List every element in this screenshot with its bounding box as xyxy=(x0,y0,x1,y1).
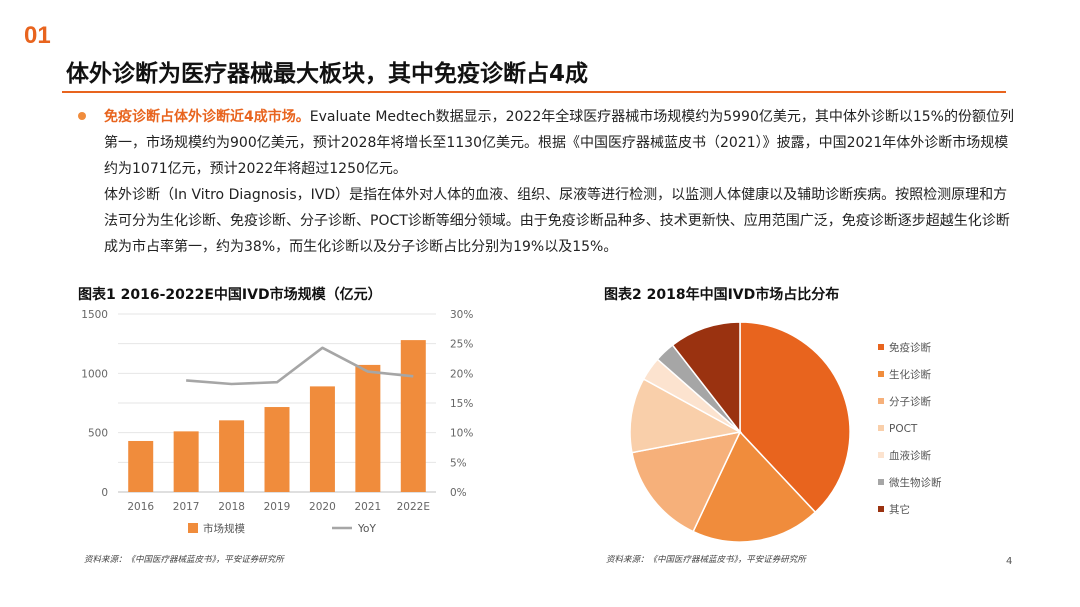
bar-2022E xyxy=(400,340,426,492)
legend-swatch-1 xyxy=(878,344,884,350)
legend-label-6: 微生物诊断 xyxy=(889,476,942,489)
bullet-icon xyxy=(78,112,86,120)
y-right-tick-label: 25% xyxy=(450,339,473,351)
y-right-tick-label: 30% xyxy=(450,309,473,321)
bar-2017 xyxy=(173,431,199,492)
bullet-highlight: 免疫诊断占体外诊断近4成市场。 xyxy=(104,109,310,125)
y-left-tick-label: 0 xyxy=(101,487,108,499)
bullet-paragraph: 免疫诊断占体外诊断近4成市场。Evaluate Medtech数据显示，2022… xyxy=(104,104,1014,182)
legend-swatch-5 xyxy=(878,452,884,458)
legend-swatch-6 xyxy=(878,479,884,485)
yoy-line xyxy=(186,346,414,386)
pie-slice-3 xyxy=(631,430,742,533)
y-right-tick-label: 20% xyxy=(450,368,473,380)
legend-label-3: 分子诊断 xyxy=(889,395,931,408)
ivd-market-size-chart: 0 500 1000 1500 0% 5% 10% 15% 20% 25% 30% 2016 2017 2… xyxy=(81,309,473,535)
legend-label-2: 生化诊断 xyxy=(889,368,931,381)
bar-2016 xyxy=(128,440,154,492)
chart1-source: 资料来源：《中国医疗器械蓝皮书》，平安证券研究所 xyxy=(84,555,284,565)
chart1-title: 图表1 2016-2022E中国IVD市场规模（亿元） xyxy=(78,287,382,303)
legend-swatch-3 xyxy=(878,398,884,404)
x-tick-label: 2017 xyxy=(173,501,200,513)
bar-2021 xyxy=(355,364,381,492)
definition-paragraph: 体外诊断（In Vitro Diagnosis，IVD）是指在体外对人体的血液、… xyxy=(104,187,1010,255)
legend-label-5: 血液诊断 xyxy=(889,449,931,462)
section-number: 01 xyxy=(24,22,51,49)
title-divider xyxy=(62,91,1006,93)
legend-label-market-size: 市场规模 xyxy=(203,522,245,535)
y-right-tick-label: 0% xyxy=(450,487,467,499)
legend-label-7: 其它 xyxy=(889,503,910,516)
pie-slice-4 xyxy=(629,377,743,454)
x-tick-label: 2021 xyxy=(354,501,381,513)
y-left-tick-label: 500 xyxy=(88,428,108,440)
x-tick-label: 2020 xyxy=(309,501,336,513)
chart2-source: 资料来源：《中国医疗器械蓝皮书》，平安证券研究所 xyxy=(606,555,806,565)
bar-2020 xyxy=(309,386,335,492)
y-right-tick-label: 10% xyxy=(450,428,473,440)
legend-label-4: POCT xyxy=(889,423,918,435)
y-left-tick-label: 1000 xyxy=(81,368,108,380)
legend-swatch-2 xyxy=(878,371,884,377)
y-right-tick-label: 5% xyxy=(450,457,467,469)
y-right-tick-label: 15% xyxy=(450,398,473,410)
page-title: 体外诊断为医疗器械最大板块，其中免疫诊断占4成 xyxy=(66,61,589,87)
y-left-tick-label: 1500 xyxy=(81,309,108,321)
pie-slice-7 xyxy=(671,321,741,435)
chart2-title: 图表2 2018年中国IVD市场占比分布 xyxy=(604,287,840,303)
pie-slice-1 xyxy=(739,321,851,514)
x-tick-label: 2016 xyxy=(127,501,154,513)
x-tick-label: 2019 xyxy=(264,501,291,513)
bar-2019 xyxy=(264,407,290,492)
page-number: 4 xyxy=(1006,556,1013,567)
legend-swatch-7 xyxy=(878,506,884,512)
legend-swatch-4 xyxy=(878,425,884,431)
x-tick-label: 2022E xyxy=(397,501,430,513)
pie-slice-2 xyxy=(692,430,817,543)
legend-label-yoy: YoY xyxy=(357,523,376,535)
x-tick-label: 2018 xyxy=(218,501,245,513)
bullet-text: Evaluate Medtech数据显示，2022年全球医疗器械市场规模约为59… xyxy=(104,109,1014,177)
legend-label-1: 免疫诊断 xyxy=(889,341,931,354)
bar-2018 xyxy=(219,420,245,492)
body-text: 免疫诊断占体外诊断近4成市场。Evaluate Medtech数据显示，2022… xyxy=(104,104,1014,260)
legend-swatch-market-size xyxy=(188,523,198,533)
